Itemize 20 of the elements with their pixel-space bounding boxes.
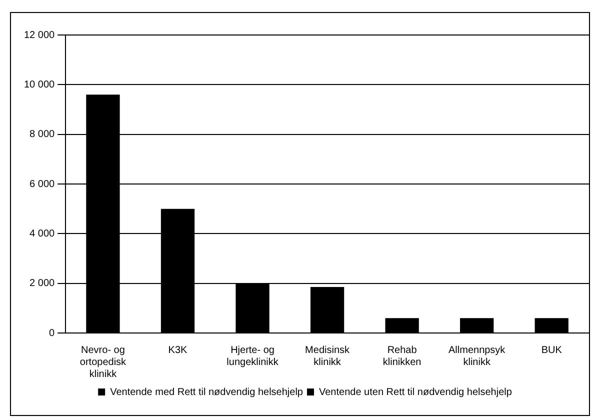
bar — [385, 318, 419, 332]
x-tick-label: Medisinsk klinikk — [305, 344, 351, 368]
y-tick-label: 8 000 — [30, 129, 56, 140]
bar — [534, 318, 568, 332]
x-tick-label: Nevro- og ortopedisk klinikk — [80, 344, 128, 380]
x-tick-label: BUK — [541, 344, 562, 356]
y-tick-label: 0 — [49, 328, 56, 339]
x-tick-label: Rehab klinikken — [382, 344, 422, 368]
bar — [310, 287, 344, 332]
x-tick-label: Hjerte- og lungeklinikk — [226, 344, 280, 368]
bar — [460, 318, 494, 332]
x-tick-label: K3K — [168, 344, 188, 356]
y-tick-label: 12 000 — [24, 30, 56, 41]
y-tick-label: 6 000 — [30, 178, 56, 190]
y-tick-label: 10 000 — [24, 79, 56, 90]
legend-label: Ventende uten Rett til nødvendig helsehjelp — [318, 386, 512, 398]
x-tick-label: Allmennpsyk klinikk — [448, 344, 506, 368]
y-tick-label: 2 000 — [30, 278, 56, 290]
y-tick-label: 4 000 — [30, 228, 56, 240]
legend-label: Ventende med Rett til nødvendig helsehjelp — [110, 386, 304, 398]
